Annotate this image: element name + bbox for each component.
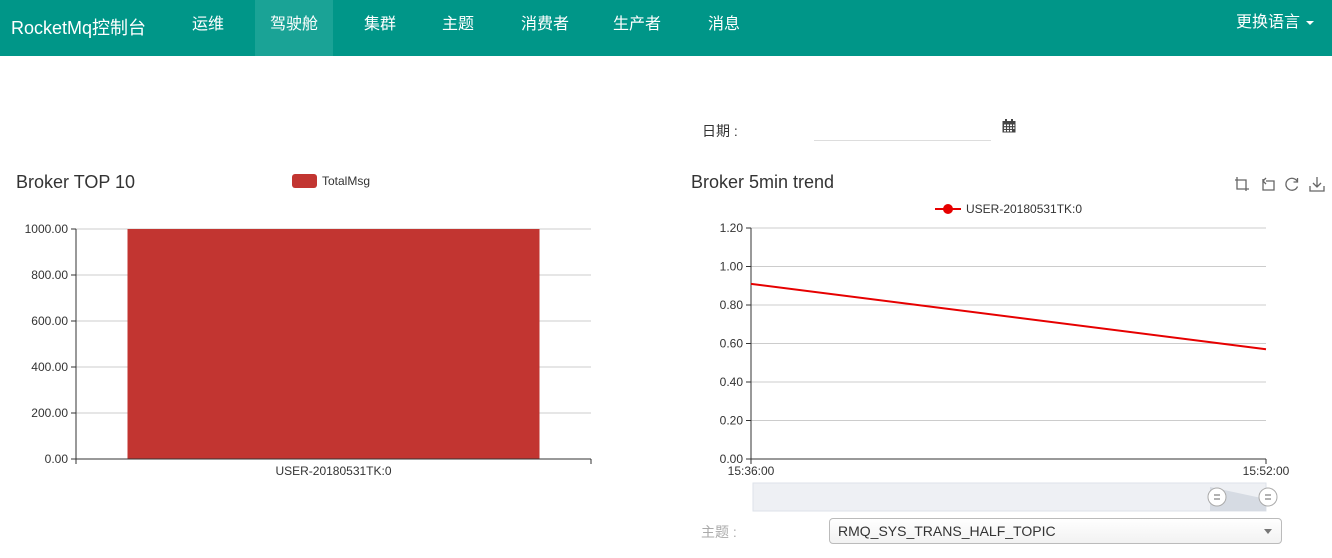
nav-item-dashboard[interactable]: 驾驶舱 [255, 0, 333, 56]
y-tick-label: 800.00 [31, 268, 68, 282]
x-tick-label: 15:52:00 [1243, 464, 1290, 478]
caret-down-icon [1306, 20, 1314, 25]
legend-label-series[interactable]: USER-20180531TK:0 [966, 202, 1082, 216]
y-tick-label: 400.00 [31, 360, 68, 374]
nav-item-ops[interactable]: 运维 [191, 16, 224, 33]
nav-item-producer[interactable]: 生产者 [612, 16, 661, 33]
language-label: 更换语言 [1235, 14, 1300, 31]
datazoom-slider[interactable] [752, 482, 1267, 512]
line-chart: USER-20180531TK:0 0.00 0.20 0.40 0.60 0.80 1.0… [720, 202, 1290, 512]
brand-title[interactable]: RocketMq控制台 [11, 18, 147, 38]
legend-marker[interactable] [943, 204, 953, 214]
x-tick-label: 15:36:00 [728, 464, 775, 478]
topic-selected-value: RMQ_SYS_TRANS_HALF_TOPIC [838, 523, 1056, 539]
datazoom-handle-start-icon[interactable] [1207, 487, 1227, 507]
nav-item-topic[interactable]: 主题 [441, 16, 474, 33]
y-tick-label: 0.00 [45, 452, 69, 466]
y-tick-label: 0.60 [720, 337, 744, 351]
y-tick-label: 1.00 [720, 260, 744, 274]
nav-item-consumer[interactable]: 消费者 [520, 16, 569, 33]
datazoom-handle-end-icon[interactable] [1258, 487, 1278, 507]
calendar-icon[interactable] [1002, 119, 1016, 133]
y-tick-label: 600.00 [31, 314, 68, 328]
bar-chart: TotalMsg 0.00 200.00 400.00 600.00 800.00 1000… [25, 174, 592, 478]
restore-icon[interactable] [1284, 176, 1300, 192]
zoom-reset-icon[interactable] [1259, 176, 1275, 192]
y-tick-label: 1000.00 [25, 222, 69, 236]
topic-select[interactable]: RMQ_SYS_TRANS_HALF_TOPIC [829, 518, 1282, 544]
language-dropdown[interactable]: 更换语言 [1236, 0, 1314, 56]
zoom-icon[interactable] [1234, 176, 1250, 192]
y-tick-label: 200.00 [31, 406, 68, 420]
y-tick-label: 0.80 [720, 298, 744, 312]
y-tick-label: 0.40 [720, 375, 744, 389]
x-tick-label: USER-20180531TK:0 [275, 464, 391, 478]
bar-chart-title: Broker TOP 10 [16, 172, 136, 192]
nav-item-message[interactable]: 消息 [707, 16, 740, 33]
line-chart-title: Broker 5min trend [691, 172, 835, 192]
save-image-icon[interactable] [1309, 176, 1325, 192]
legend-label-totalmsg[interactable]: TotalMsg [322, 174, 370, 188]
y-tick-label: 0.20 [720, 414, 744, 428]
chevron-down-icon [1264, 529, 1272, 534]
date-input[interactable] [814, 116, 991, 141]
date-label: 日期 : [702, 123, 738, 139]
topic-label: 主题 : [701, 524, 737, 540]
bar[interactable] [127, 229, 540, 459]
y-tick-label: 1.20 [720, 221, 744, 235]
nav-item-cluster[interactable]: 集群 [363, 16, 396, 33]
legend-swatch-totalmsg[interactable] [292, 174, 317, 188]
series-line[interactable] [750, 282, 1267, 351]
y-tick-label: 0.00 [720, 452, 744, 466]
top-navbar: RocketMq控制台 运维 驾驶舱 集群 主题 消费者 生产者 消息 更换语言 [0, 0, 1332, 56]
